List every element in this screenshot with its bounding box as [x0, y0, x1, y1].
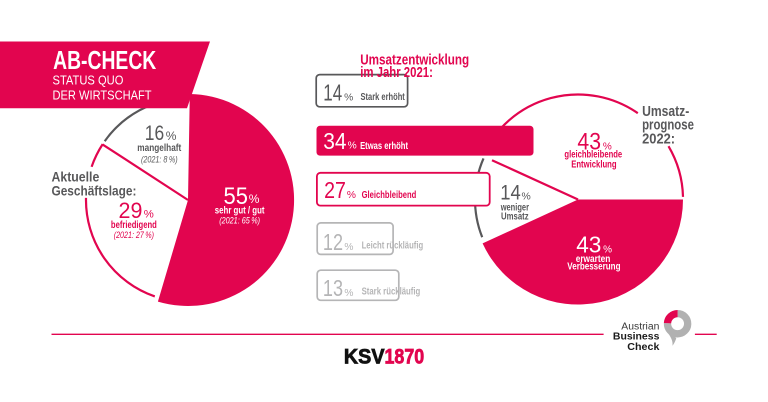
svg-text:erwarten: erwarten [576, 253, 611, 265]
svg-text:%: % [166, 129, 177, 143]
svg-text:%: % [603, 141, 612, 152]
svg-text:%: % [344, 93, 353, 104]
svg-text:Etwas erhöht: Etwas erhöht [360, 140, 408, 152]
svg-text:43: 43 [577, 129, 601, 156]
svg-text:%: % [344, 288, 353, 299]
svg-text:(2021: 8 %): (2021: 8 %) [141, 155, 178, 166]
svg-text:%: % [347, 190, 356, 201]
svg-text:Check: Check [627, 342, 660, 353]
svg-text:prognose: prognose [642, 118, 694, 134]
svg-text:%: % [603, 244, 612, 255]
svg-text:43: 43 [576, 231, 601, 257]
svg-text:Umsatz: Umsatz [501, 210, 529, 222]
svg-text:34: 34 [323, 128, 346, 154]
svg-text:%: % [344, 242, 353, 253]
svg-text:16: 16 [145, 121, 164, 145]
svg-text:27: 27 [324, 177, 346, 203]
svg-text:mangelhaft: mangelhaft [137, 142, 181, 154]
svg-text:1870: 1870 [385, 344, 425, 368]
svg-text:Business: Business [613, 332, 660, 343]
svg-text:(2021: 65 %): (2021: 65 %) [219, 215, 260, 226]
svg-text:Aktuelle: Aktuelle [52, 170, 100, 185]
svg-text:AB-CHECK: AB-CHECK [53, 45, 156, 75]
svg-text:14: 14 [500, 182, 521, 205]
svg-text:STATUS QUO: STATUS QUO [53, 73, 124, 88]
svg-text:weniger: weniger [500, 201, 529, 213]
svg-text:befriedigend: befriedigend [111, 219, 157, 231]
svg-text:2022:: 2022: [642, 131, 675, 147]
svg-text:Gleichbleibend: Gleichbleibend [362, 189, 417, 201]
svg-text:Entwicklung: Entwicklung [571, 159, 616, 171]
svg-text:55: 55 [224, 183, 248, 210]
svg-text:im Jahr 2021:: im Jahr 2021: [360, 64, 433, 81]
svg-text:Verbesserung: Verbesserung [567, 261, 620, 273]
svg-text:13: 13 [323, 275, 343, 301]
svg-text:Stark erhöht: Stark erhöht [361, 91, 406, 103]
svg-text:Umsatz-: Umsatz- [642, 104, 689, 120]
svg-text:DER WIRTSCHAFT: DER WIRTSCHAFT [53, 87, 152, 102]
svg-text:%: % [522, 192, 531, 203]
svg-text:sehr gut / gut: sehr gut / gut [215, 204, 265, 216]
svg-text:%: % [348, 141, 357, 152]
svg-text:Austrian: Austrian [621, 322, 659, 333]
svg-text:Geschäftslage:: Geschäftslage: [52, 183, 137, 198]
svg-text:14: 14 [323, 80, 342, 106]
svg-text:%: % [144, 208, 154, 220]
svg-text:Stark rückläufig: Stark rückläufig [362, 286, 421, 298]
svg-text:gleichbleibende: gleichbleibende [564, 149, 622, 161]
svg-text:%: % [249, 192, 260, 206]
svg-text:(2021: 27 %): (2021: 27 %) [114, 230, 154, 241]
svg-text:Umsatzentwicklung: Umsatzentwicklung [360, 52, 469, 69]
svg-text:Leicht rückläufig: Leicht rückläufig [362, 240, 424, 252]
svg-text:KSV: KSV [344, 344, 385, 368]
svg-text:29: 29 [119, 198, 143, 223]
svg-text:12: 12 [323, 229, 343, 255]
